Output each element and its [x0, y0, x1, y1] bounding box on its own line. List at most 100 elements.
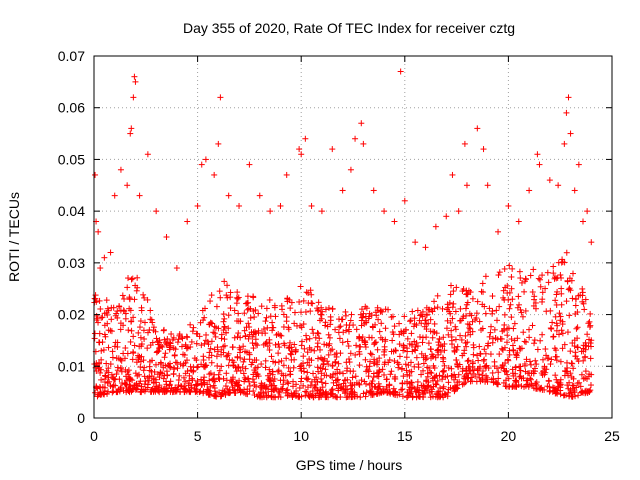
- data-point: [319, 308, 326, 315]
- data-point-peak: [505, 202, 512, 209]
- data-point: [109, 354, 116, 361]
- data-point: [407, 318, 414, 325]
- data-point: [283, 355, 290, 362]
- data-point: [250, 345, 257, 352]
- data-point: [566, 285, 573, 292]
- data-point-peak: [107, 249, 114, 256]
- data-point: [122, 345, 129, 352]
- data-point: [504, 332, 511, 339]
- data-point: [430, 362, 437, 369]
- data-point: [233, 294, 240, 301]
- data-point: [244, 391, 251, 398]
- data-point: [457, 305, 464, 312]
- data-point-peak: [198, 161, 205, 168]
- data-point: [103, 360, 110, 367]
- data-point: [366, 313, 373, 320]
- data-point: [284, 298, 291, 305]
- data-point: [247, 305, 254, 312]
- data-point: [235, 330, 242, 337]
- data-point: [356, 335, 363, 342]
- data-point: [452, 336, 459, 343]
- data-point: [391, 323, 398, 330]
- data-point-peak: [256, 192, 263, 199]
- data-point: [96, 391, 103, 398]
- data-point: [182, 359, 189, 366]
- data-point: [563, 249, 570, 256]
- data-point: [469, 360, 476, 367]
- data-point: [269, 324, 276, 331]
- data-point: [470, 351, 477, 358]
- data-point: [130, 314, 137, 321]
- data-point: [107, 361, 114, 368]
- data-point: [229, 384, 236, 391]
- data-point: [225, 362, 232, 369]
- data-point: [329, 346, 336, 353]
- data-point: [445, 364, 452, 371]
- data-point: [571, 343, 578, 350]
- data-point: [229, 344, 236, 351]
- x-tick-label: 0: [90, 428, 98, 444]
- data-point: [435, 339, 442, 346]
- data-point: [357, 394, 364, 401]
- data-point: [376, 367, 383, 374]
- data-point: [587, 355, 594, 362]
- data-point: [386, 382, 393, 389]
- data-point: [535, 275, 542, 282]
- data-point: [322, 366, 329, 373]
- data-point: [283, 387, 290, 394]
- data-point: [214, 348, 221, 355]
- data-point: [181, 352, 188, 359]
- data-point: [186, 388, 193, 395]
- data-point: [208, 359, 215, 366]
- data-point: [110, 304, 117, 311]
- data-point: [416, 317, 423, 324]
- data-point: [539, 296, 546, 303]
- data-point: [133, 359, 140, 366]
- data-point: [285, 344, 292, 351]
- data-point: [104, 320, 111, 327]
- data-point: [120, 387, 127, 394]
- data-point: [566, 393, 573, 400]
- data-point: [559, 345, 566, 352]
- data-point: [136, 380, 143, 387]
- data-point-peak: [308, 202, 315, 209]
- data-point: [236, 349, 243, 356]
- data-point: [407, 317, 414, 324]
- data-point: [580, 375, 587, 382]
- data-point-peak: [194, 202, 201, 209]
- data-point: [215, 325, 222, 332]
- data-point: [529, 322, 536, 329]
- data-point: [223, 370, 230, 377]
- data-point: [553, 327, 560, 334]
- data-point-peak: [381, 208, 388, 215]
- data-point: [97, 384, 104, 391]
- data-point: [553, 291, 560, 298]
- data-point: [557, 379, 564, 386]
- data-point: [240, 343, 247, 350]
- data-point: [531, 337, 538, 344]
- data-point: [176, 389, 183, 396]
- data-point: [380, 389, 387, 396]
- data-point: [406, 386, 413, 393]
- data-point: [117, 320, 124, 327]
- data-point: [488, 323, 495, 330]
- data-point: [574, 344, 581, 351]
- data-point: [314, 307, 321, 314]
- data-point: [170, 364, 177, 371]
- data-point: [345, 356, 352, 363]
- data-point: [516, 373, 523, 380]
- data-point: [263, 305, 270, 312]
- data-point: [207, 298, 214, 305]
- data-point-peak: [561, 140, 568, 147]
- data-point: [277, 386, 284, 393]
- data-point: [296, 298, 303, 305]
- data-point: [459, 352, 466, 359]
- data-point: [318, 304, 325, 311]
- data-point: [559, 330, 566, 337]
- data-point: [473, 315, 480, 322]
- data-point: [503, 367, 510, 374]
- data-point: [580, 345, 587, 352]
- data-point: [494, 336, 501, 343]
- data-point: [368, 380, 375, 387]
- data-point: [440, 334, 447, 341]
